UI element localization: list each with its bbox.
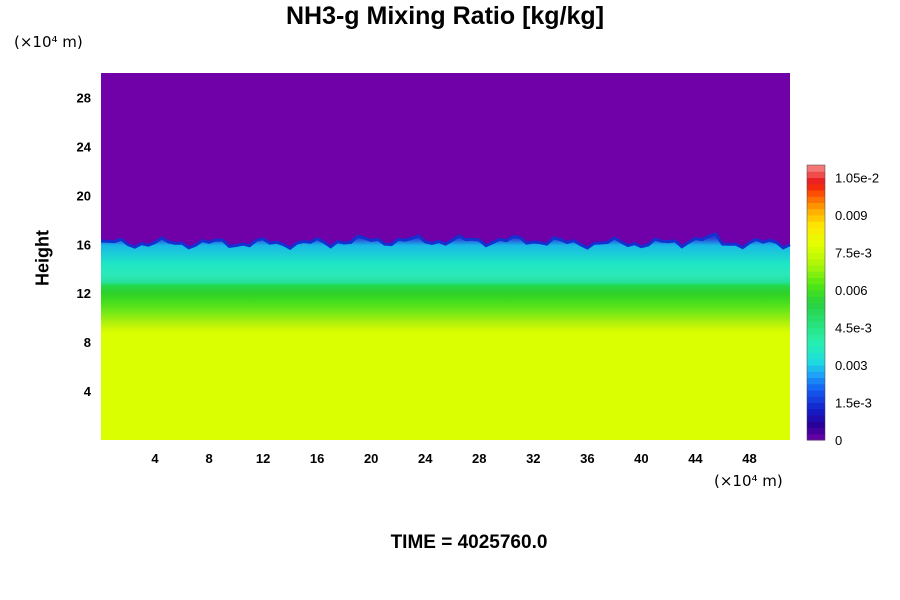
colorbar-tick-label: 1.05e-2	[835, 171, 879, 186]
colorbar-segment	[807, 277, 825, 285]
colorbar-segment	[807, 377, 825, 385]
colorbar-segment	[807, 246, 825, 253]
colorbar-segment	[807, 202, 825, 210]
colorbar-tick-label: 7.5e-3	[835, 246, 872, 261]
colorbar-segment	[807, 321, 825, 328]
x-tick-label: 32	[526, 451, 540, 466]
colorbar-segment	[807, 183, 825, 191]
y-tick-label: 8	[84, 335, 91, 350]
colorbar-segment	[807, 365, 825, 372]
chart-title: NH3-g Mixing Ratio [kg/kg]	[285, 2, 605, 30]
colorbar: 0 1.5e-3 0.003 4.5e-3 0.006 7.5e-3 0.009 1.05e-…	[806, 164, 879, 448]
x-tick-label: 12	[256, 451, 270, 466]
colorbar-tick-label: 4.5e-3	[835, 321, 872, 336]
colorbar-tick-label: 0	[835, 433, 842, 448]
colorbar-segment	[807, 258, 825, 266]
colorbar-segment	[807, 233, 825, 241]
colorbar-segment	[807, 433, 825, 441]
colorbar-tick-label: 0.003	[835, 358, 868, 373]
x-tick-label: 16	[310, 451, 324, 466]
colorbar-segment	[807, 196, 825, 203]
colorbar-segment	[807, 421, 825, 428]
colorbar-segment	[807, 296, 825, 303]
y-tick-label: 24	[77, 139, 92, 154]
colorbar-segment	[807, 208, 825, 216]
x-tick-label: 20	[364, 451, 378, 466]
x-tick-label: 48	[742, 451, 756, 466]
colorbar-tick-label: 0.009	[835, 208, 868, 223]
colorbar-segment	[807, 383, 825, 391]
colorbar-segment	[807, 290, 825, 297]
colorbar-segment	[807, 177, 825, 185]
colorbar-segment	[807, 190, 825, 197]
y-tick-label: 4	[84, 384, 92, 399]
colorbar-segment	[807, 265, 825, 272]
colorbar-segment	[807, 327, 825, 335]
colorbar-segment	[807, 240, 825, 247]
y-tick-label: 20	[77, 188, 91, 203]
colorbar-segment	[807, 371, 825, 378]
colorbar-segment	[807, 302, 825, 310]
colorbar-segment	[807, 171, 825, 178]
colorbar-frame	[806, 164, 826, 441]
colorbar-segment	[807, 415, 825, 422]
upper-region	[101, 73, 790, 249]
x-axis-ticks: 4 8 12 16 20 24 28 32 36 40 44 48	[151, 451, 756, 466]
time-label: TIME = 4025760.0	[390, 532, 548, 553]
colorbar-segment	[807, 427, 825, 435]
y-axis-unit: (×10⁴ m)	[14, 33, 83, 51]
colorbar-segment	[807, 283, 825, 291]
colorbar-segment	[807, 408, 825, 416]
colorbar-segment	[807, 221, 825, 228]
colorbar-segment	[807, 358, 825, 366]
colorbar-segment	[807, 346, 825, 353]
colorbar-segment	[807, 252, 825, 260]
y-tick-label: 28	[77, 90, 91, 105]
colorbar-segment	[807, 390, 825, 397]
x-tick-label: 4	[151, 451, 159, 466]
colorbar-segment	[807, 227, 825, 235]
colorbar-segment	[807, 352, 825, 360]
x-tick-label: 44	[688, 451, 703, 466]
colorbar-segment	[807, 315, 825, 322]
y-tick-label: 12	[77, 286, 91, 301]
colorbar-segment	[807, 396, 825, 403]
colorbar-segment	[807, 215, 825, 222]
colorbar-tick-label: 1.5e-3	[835, 396, 872, 411]
y-axis-ticks: 4 8 12 16 20 24 28	[77, 90, 92, 399]
colorbar-segment	[807, 165, 825, 172]
colorbar-tick-label: 0.006	[835, 283, 868, 298]
x-tick-label: 36	[580, 451, 594, 466]
colorbar-segment	[807, 308, 825, 316]
cloud-top-edge	[100, 232, 791, 250]
plot-area	[100, 73, 791, 440]
colorbar-segment	[807, 402, 825, 410]
colorbar-segment	[807, 340, 825, 347]
colorbar-segment	[807, 271, 825, 278]
colorbar-segment	[807, 333, 825, 341]
x-tick-label: 8	[205, 451, 212, 466]
y-tick-label: 16	[77, 237, 91, 252]
x-tick-label: 28	[472, 451, 486, 466]
x-axis-unit: (×10⁴ m)	[714, 472, 783, 490]
x-tick-label: 24	[418, 451, 433, 466]
x-tick-label: 40	[634, 451, 648, 466]
